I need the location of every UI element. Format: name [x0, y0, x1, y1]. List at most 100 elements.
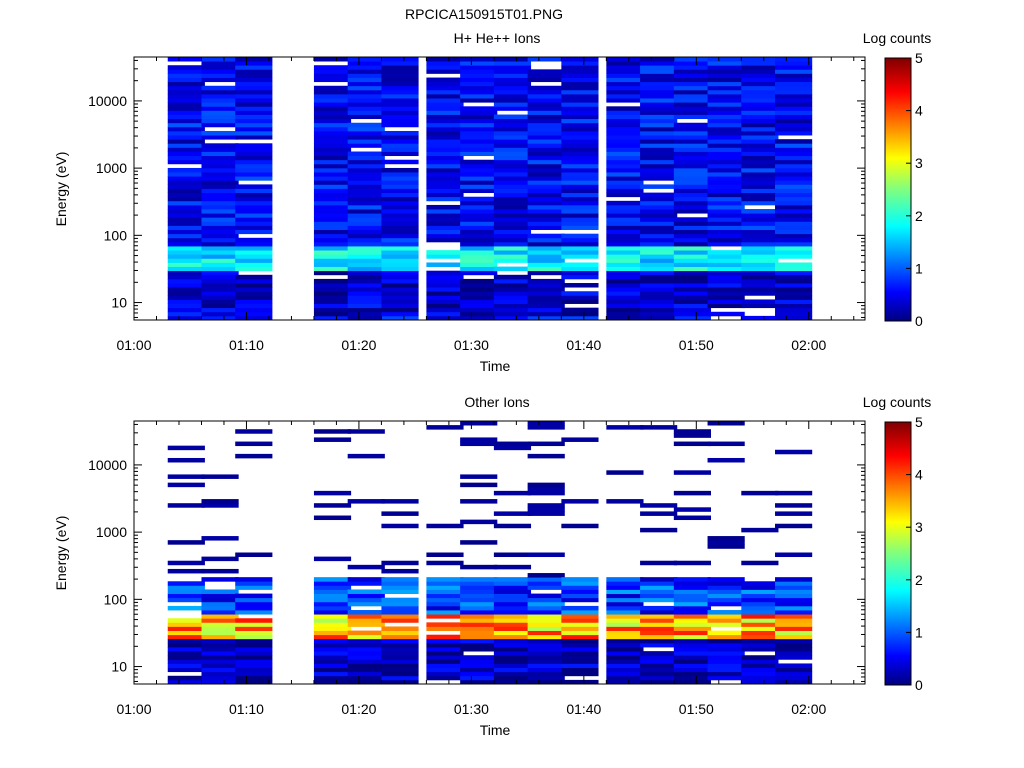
- heatmap-cell: [775, 283, 813, 288]
- heatmap-cell: [741, 667, 779, 673]
- heatmap-cell: [561, 581, 599, 586]
- heatmap-cell: [707, 241, 745, 247]
- heatmap-cell: [606, 311, 644, 317]
- heatmap-cell: [313, 675, 352, 681]
- heatmap-cell: [493, 85, 532, 91]
- heatmap-cell: [527, 482, 565, 488]
- heatmap-cell: [561, 630, 599, 636]
- heatmap-cell: [741, 69, 779, 74]
- heatmap-cell: [347, 155, 385, 161]
- heatmap-cell: [775, 209, 813, 214]
- heatmap-cell: [426, 560, 464, 566]
- heatmap-cell: [381, 209, 419, 214]
- heatmap-cell: [527, 139, 565, 144]
- heatmap-cell: [381, 114, 419, 120]
- heatmap-cell: [673, 601, 711, 607]
- heatmap-cell: [493, 258, 532, 263]
- heatmap-cell: [426, 180, 464, 185]
- heatmap-cell: [460, 241, 498, 247]
- heatmap-cell: [775, 65, 813, 70]
- heatmap-cell: [673, 151, 711, 157]
- heatmap-cell: [707, 204, 745, 210]
- heatmap-cell: [707, 577, 745, 582]
- heatmap-cell: [673, 593, 711, 599]
- colorbar-tick-label: 2: [915, 208, 923, 224]
- heatmap-cell: [167, 315, 205, 321]
- heatmap-cell: [235, 172, 273, 177]
- y-tick-label: 10000: [88, 93, 127, 109]
- heatmap-cell: [673, 176, 711, 181]
- heatmap-cell: [606, 647, 644, 652]
- heatmap-cell: [167, 647, 205, 652]
- heatmap-cell: [201, 159, 239, 165]
- heatmap-cell: [235, 102, 273, 107]
- heatmap-cell: [606, 89, 644, 95]
- heatmap-cell: [493, 106, 532, 111]
- heatmap-cell: [167, 225, 205, 230]
- heatmap-cell: [775, 250, 813, 255]
- heatmap-cell: [426, 663, 464, 668]
- heatmap-cell: [426, 605, 464, 611]
- heatmap-cell: [673, 585, 711, 590]
- panel-other-ions: Other Ions Energy (eV) Time 01:00 01:10 01…: [53, 394, 931, 738]
- heatmap-cell: [460, 499, 498, 504]
- heatmap-cell: [201, 315, 239, 321]
- heatmap-cell: [493, 151, 532, 157]
- heatmap-cell: [707, 593, 745, 599]
- x-tick-label: 01:30: [454, 337, 489, 353]
- heatmap-cell: [235, 89, 273, 95]
- heatmap-cell: [775, 511, 813, 516]
- heatmap-cell: [167, 69, 205, 74]
- heatmap-cell: [640, 172, 678, 177]
- heatmap-cell: [741, 77, 779, 83]
- heatmap-cell: [561, 81, 599, 87]
- heatmap-cell: [673, 581, 711, 586]
- heatmap-cell: [460, 176, 498, 181]
- heatmap-cell: [606, 114, 644, 120]
- heatmap-cell: [493, 299, 532, 304]
- heatmap-cell: [313, 254, 352, 259]
- heatmap-cell: [775, 180, 813, 185]
- heatmap-cell: [493, 577, 532, 582]
- heatmap-cell: [167, 180, 205, 185]
- heatmap-cell: [606, 209, 644, 214]
- heatmap-cell: [741, 626, 779, 631]
- heatmap-cell: [347, 246, 385, 251]
- heatmap-cell: [426, 102, 464, 107]
- heatmap-cell: [313, 155, 352, 161]
- colorbar: [884, 421, 912, 686]
- heatmap-cell: [167, 299, 205, 304]
- heatmap-cell: [460, 474, 498, 479]
- heatmap-cell: [460, 61, 498, 66]
- heatmap-cell: [640, 192, 678, 198]
- heatmap-cell: [201, 622, 239, 627]
- heatmap-cell: [493, 307, 532, 313]
- heatmap-cell: [640, 89, 678, 95]
- heatmap-cell: [775, 303, 813, 309]
- heatmap-cell: [707, 671, 745, 677]
- heatmap-cell: [493, 295, 532, 300]
- heatmap-cell: [460, 311, 498, 317]
- heatmap-cell: [313, 610, 352, 615]
- heatmap-cell: [741, 126, 779, 132]
- heatmap-cell: [640, 213, 678, 218]
- heatmap-cell: [673, 667, 711, 673]
- heatmap-cell: [201, 311, 239, 317]
- heatmap-cell: [426, 213, 464, 218]
- heatmap-cell: [347, 278, 385, 284]
- heatmap-cell: [460, 270, 498, 276]
- heatmap-cell: [527, 213, 565, 218]
- heatmap-cell: [640, 241, 678, 247]
- heatmap-cell: [741, 655, 779, 660]
- heatmap-cell: [606, 155, 644, 161]
- heatmap-cell: [561, 180, 599, 185]
- heatmap-cell: [673, 237, 711, 243]
- heatmap-cell: [313, 180, 352, 185]
- heatmap-cell: [235, 118, 273, 124]
- heatmap-cell: [381, 93, 419, 99]
- heatmap-cell: [775, 287, 813, 292]
- heatmap-cell: [313, 188, 352, 194]
- heatmap-cell: [167, 106, 205, 111]
- heatmap-cell: [460, 647, 498, 652]
- heatmap-cell: [313, 605, 352, 611]
